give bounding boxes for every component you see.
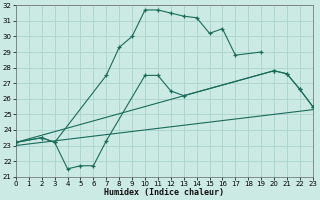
X-axis label: Humidex (Indice chaleur): Humidex (Indice chaleur)	[104, 188, 224, 197]
